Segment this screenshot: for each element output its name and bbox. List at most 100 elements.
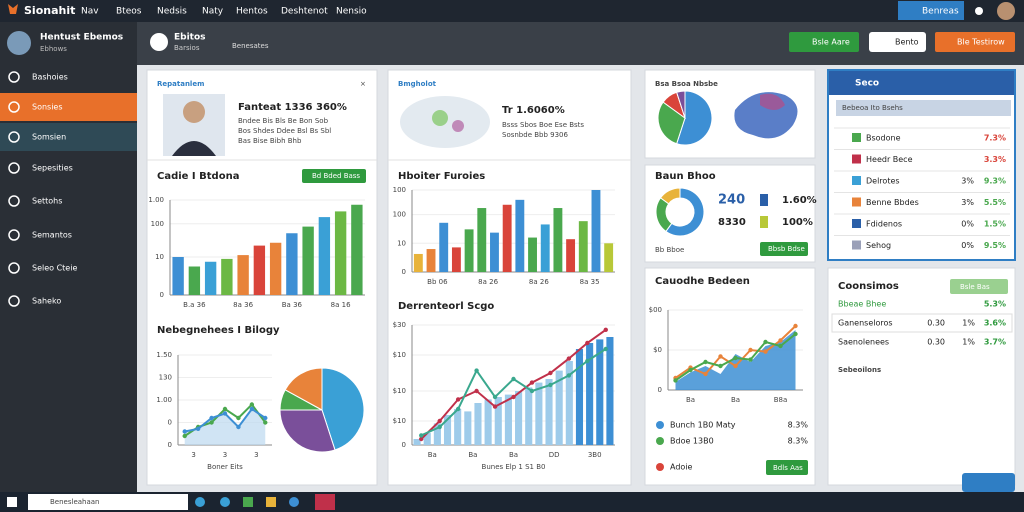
menu-item[interactable]: Sepesities xyxy=(32,164,73,173)
y-tick-label: $10 xyxy=(393,351,406,359)
y-tick-label: 0 xyxy=(168,441,172,449)
row-name: Delrotes xyxy=(866,177,900,186)
taskbar-icon[interactable] xyxy=(195,497,205,507)
row-b: 5.5% xyxy=(984,198,1006,207)
y-tick-label: 1.00 xyxy=(148,196,164,204)
taskbar-icon[interactable] xyxy=(315,494,335,510)
table-title: Seco xyxy=(855,79,879,89)
pie-slice xyxy=(665,187,705,237)
x-tick-label: DD xyxy=(549,451,560,459)
nav-item[interactable]: Nav xyxy=(81,7,99,17)
bar xyxy=(477,208,487,272)
menu-item[interactable]: Sonsies xyxy=(32,103,63,112)
row-name: Ganenseloros xyxy=(838,319,893,328)
header-subtitle: Barsios xyxy=(174,44,200,52)
button-green[interactable] xyxy=(950,279,1008,294)
point xyxy=(778,343,783,349)
menu-item[interactable]: Bashoies xyxy=(32,73,68,82)
menu-item[interactable]: Saheko xyxy=(32,297,61,306)
bar xyxy=(426,249,436,272)
legend-dot xyxy=(656,437,664,445)
brand: Sionahit xyxy=(24,4,75,17)
taskbar-icon[interactable] xyxy=(243,497,253,507)
menu-item[interactable]: Seleo Cteie xyxy=(32,264,77,273)
legend-value: 8.3% xyxy=(788,421,809,430)
bar xyxy=(555,370,563,445)
button-green[interactable] xyxy=(766,460,808,475)
map-region xyxy=(432,110,448,126)
row-b: 3.6% xyxy=(984,319,1006,328)
point xyxy=(778,338,783,343)
y-tick-label: 1.50 xyxy=(156,351,172,359)
taskbar-icon[interactable] xyxy=(220,497,230,507)
x-tick-label: Ba 36 xyxy=(282,301,303,309)
bar xyxy=(490,232,499,272)
button-green[interactable] xyxy=(302,169,366,183)
bar xyxy=(464,411,472,445)
button-green[interactable] xyxy=(789,32,859,52)
icon[interactable] xyxy=(975,7,983,15)
point xyxy=(222,406,228,412)
taskbar-icon[interactable] xyxy=(289,497,299,507)
bar xyxy=(586,343,594,445)
point xyxy=(688,367,693,373)
nav-item[interactable]: Bteos xyxy=(116,7,142,17)
menu-item[interactable]: Settohs xyxy=(32,197,62,206)
close[interactable]: × xyxy=(360,80,366,88)
bar xyxy=(188,266,201,295)
search-box[interactable] xyxy=(28,494,188,510)
sidebar xyxy=(0,22,137,492)
bar xyxy=(413,253,423,272)
row-a: 1% xyxy=(962,319,975,328)
point xyxy=(763,339,768,345)
point xyxy=(455,406,461,412)
row-b: 3.7% xyxy=(984,338,1006,347)
y-tick-label: $00 xyxy=(649,306,662,314)
point xyxy=(703,359,708,365)
text-line: Sosnbde Bbb 9306 xyxy=(502,131,569,139)
nav-item[interactable]: Hentos xyxy=(236,7,268,17)
point xyxy=(548,370,553,376)
nav-item[interactable]: Nensio xyxy=(336,7,367,17)
button-white[interactable] xyxy=(869,32,926,52)
button-orange[interactable] xyxy=(935,32,1015,52)
menu-item[interactable]: Semantos xyxy=(32,231,72,240)
bar xyxy=(454,409,462,445)
y-tick-label: 100 xyxy=(393,186,406,194)
point xyxy=(511,376,516,382)
bar xyxy=(221,258,233,295)
x-tick-label: 3 xyxy=(254,451,258,459)
bar xyxy=(439,222,449,272)
menu-icon xyxy=(8,101,20,113)
bar xyxy=(443,415,452,445)
row-b: 3.3% xyxy=(984,155,1006,164)
nav-item[interactable]: Deshtenot xyxy=(281,7,328,17)
menu-item[interactable]: Somsien xyxy=(32,133,66,142)
y-tick-label: $0 xyxy=(653,346,662,354)
start[interactable] xyxy=(7,497,17,507)
top-button[interactable] xyxy=(898,1,964,20)
bar xyxy=(596,339,604,445)
menu-icon xyxy=(8,131,20,143)
point xyxy=(263,415,268,421)
text-line: Bndee Bis Bls Be Bon Sob xyxy=(238,117,329,125)
point xyxy=(763,349,768,354)
row-name: Bbeae Bhee xyxy=(838,300,886,309)
nav-item[interactable]: Nedsis xyxy=(157,7,187,17)
button-label: Bd Bded Bass xyxy=(312,172,360,180)
bar xyxy=(545,379,553,445)
bar xyxy=(504,394,512,445)
chat-button[interactable] xyxy=(962,473,1015,492)
button-green[interactable] xyxy=(760,242,808,256)
x-tick-label: Bb 06 xyxy=(427,278,448,286)
map-region xyxy=(452,120,464,132)
headline: Fanteat 1336 360% xyxy=(238,102,347,113)
avatar[interactable] xyxy=(997,2,1015,20)
bar xyxy=(286,233,298,295)
point xyxy=(748,357,753,362)
point xyxy=(182,429,187,434)
nav-item[interactable]: Naty xyxy=(202,7,224,17)
point xyxy=(566,373,572,378)
legend-dot xyxy=(656,421,664,429)
taskbar-icon[interactable] xyxy=(266,497,276,507)
